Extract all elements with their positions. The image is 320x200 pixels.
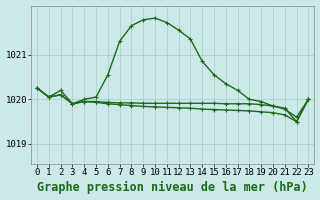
- X-axis label: Graphe pression niveau de la mer (hPa): Graphe pression niveau de la mer (hPa): [37, 181, 308, 194]
